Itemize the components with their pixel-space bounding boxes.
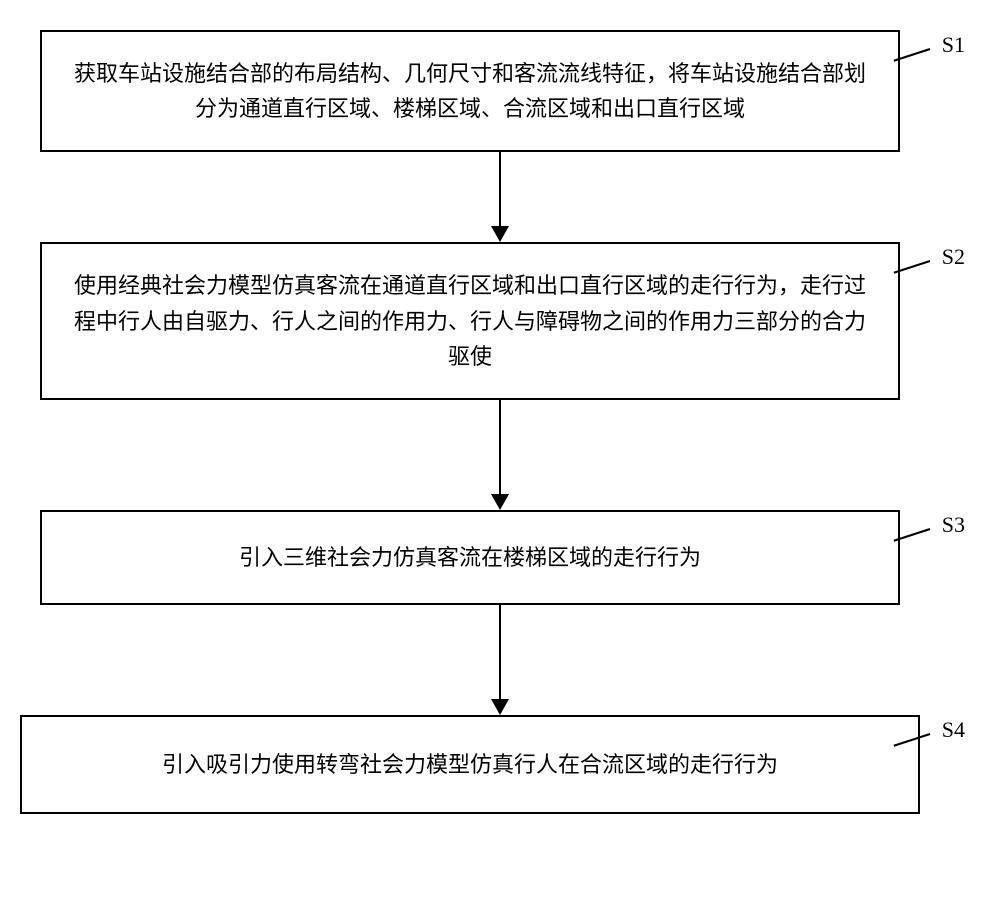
connector-s1 xyxy=(892,36,930,50)
arrow-s3-s4 xyxy=(40,605,960,715)
step-label-s1: S1 xyxy=(942,32,965,58)
step-wrapper-s2: 使用经典社会力模型仿真客流在通道直行区域和出口直行区域的走行行为，走行过程中行人… xyxy=(40,242,960,400)
flowchart-container: 获取车站设施结合部的布局结构、几何尺寸和客流流线特征，将车站设施结合部划分为通道… xyxy=(40,30,960,814)
step-text: 使用经典社会力模型仿真客流在通道直行区域和出口直行区域的走行行为，走行过程中行人… xyxy=(74,273,866,368)
arrow-line xyxy=(499,152,501,228)
step-label-s3: S3 xyxy=(942,512,965,538)
step-label-s2: S2 xyxy=(942,244,965,270)
arrow-head-icon xyxy=(491,226,509,242)
arrow-head-icon xyxy=(491,494,509,510)
step-label-s4: S4 xyxy=(942,717,965,743)
step-box-s3: 引入三维社会力仿真客流在楼梯区域的走行行为 xyxy=(40,510,900,605)
arrow-line xyxy=(499,605,501,701)
label-text: S1 xyxy=(942,32,965,57)
arrow-s2-s3 xyxy=(40,400,960,510)
step-text: 引入吸引力使用转弯社会力模型仿真行人在合流区域的走行行为 xyxy=(162,752,778,777)
step-text: 引入三维社会力仿真客流在楼梯区域的走行行为 xyxy=(239,545,701,570)
arrow-line xyxy=(499,400,501,496)
step-wrapper-s3: 引入三维社会力仿真客流在楼梯区域的走行行为 S3 xyxy=(40,510,960,605)
step-box-s2: 使用经典社会力模型仿真客流在通道直行区域和出口直行区域的走行行为，走行过程中行人… xyxy=(40,242,900,400)
step-wrapper-s4: 引入吸引力使用转弯社会力模型仿真行人在合流区域的走行行为 S4 xyxy=(40,715,960,814)
label-text: S2 xyxy=(942,244,965,269)
arrow-s1-s2 xyxy=(40,152,960,242)
step-box-s4: 引入吸引力使用转弯社会力模型仿真行人在合流区域的走行行为 xyxy=(20,715,920,814)
label-text: S4 xyxy=(942,717,965,742)
connector-s4 xyxy=(892,721,930,735)
step-wrapper-s1: 获取车站设施结合部的布局结构、几何尺寸和客流流线特征，将车站设施结合部划分为通道… xyxy=(40,30,960,152)
label-text: S3 xyxy=(942,512,965,537)
arrow-head-icon xyxy=(491,699,509,715)
connector-s3 xyxy=(892,516,930,530)
step-text: 获取车站设施结合部的布局结构、几何尺寸和客流流线特征，将车站设施结合部划分为通道… xyxy=(74,61,866,121)
step-box-s1: 获取车站设施结合部的布局结构、几何尺寸和客流流线特征，将车站设施结合部划分为通道… xyxy=(40,30,900,152)
connector-s2 xyxy=(892,248,930,262)
